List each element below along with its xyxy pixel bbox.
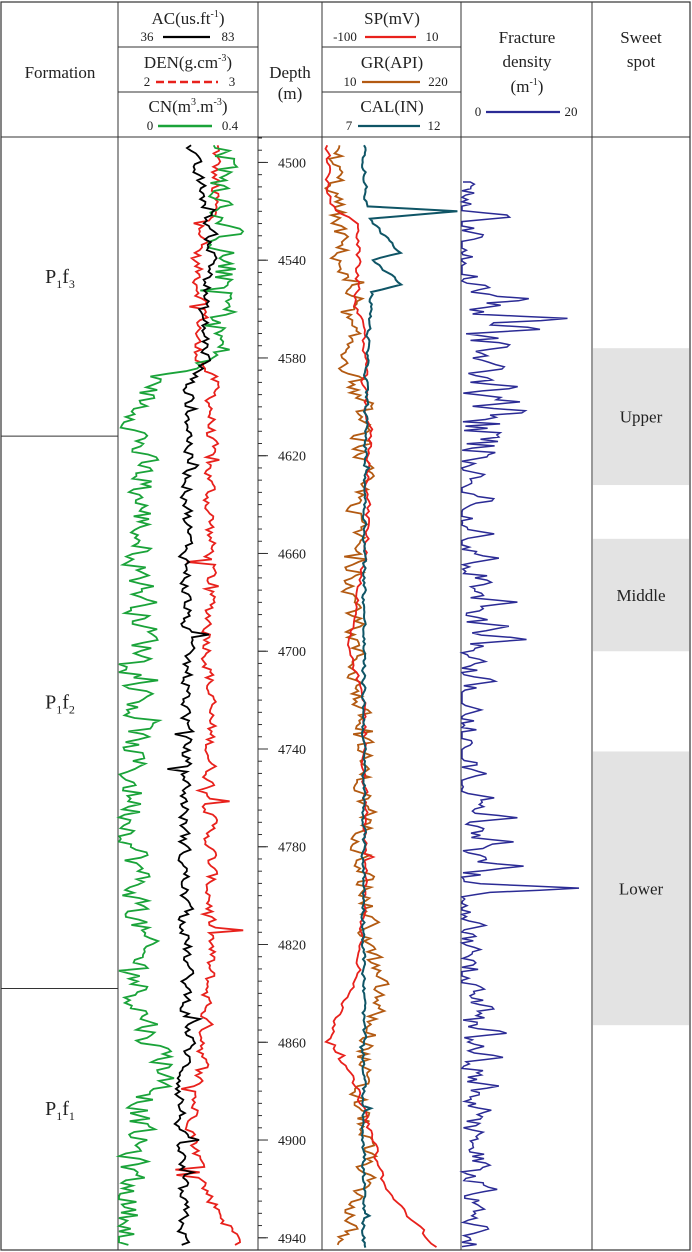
den-curve	[175, 145, 244, 1246]
cn-title: CN(m3.m-3)	[149, 97, 228, 116]
sweet-spot-label: Lower	[619, 879, 664, 898]
depth-tick-label: 4500	[278, 156, 306, 171]
depth-header: Depth	[269, 63, 311, 82]
cal-scale-min: 7	[346, 118, 353, 133]
depth-tick-label: 4740	[278, 743, 306, 758]
sweet-spot-zone	[593, 348, 689, 486]
cal-title: CAL(IN)	[360, 97, 423, 116]
den-scale-max: 3	[229, 74, 236, 89]
depth-unit: (m)	[278, 84, 303, 103]
cn-scale-max: 0.4	[222, 118, 239, 133]
sp-scale-min: -100	[333, 29, 357, 44]
formation-zones: P1f3 P1f2 P1f1	[1, 266, 118, 1123]
formation-label: P1f1	[45, 1098, 75, 1123]
sweet-spot-zone	[593, 751, 689, 1026]
fd-scale-max: 20	[565, 104, 578, 119]
formation-header: Formation	[25, 63, 96, 82]
porosity-log-track	[115, 144, 245, 1246]
gr-curve	[323, 145, 390, 1246]
depth-tick-label: 4860	[278, 1036, 306, 1051]
fracture-density-track	[459, 181, 580, 1248]
depth-axis: 4500 4540 4580 4620 4660 4700 4740 4780 4820 4860…	[258, 137, 306, 1251]
sweet-spot-zone	[593, 538, 689, 652]
depth-tick-label: 4580	[278, 352, 306, 367]
gr-scale-min: 10	[344, 74, 357, 89]
fracture-density-curve	[459, 181, 580, 1248]
cn-scale-min: 0	[147, 118, 154, 133]
den-title: DEN(g.cm-3)	[144, 53, 232, 72]
sp-title: SP(mV)	[364, 9, 420, 28]
sweet-spot-header-line2: spot	[627, 52, 656, 71]
formation-label: P1f2	[45, 691, 75, 716]
ac-scale-max: 83	[222, 29, 235, 44]
fracture-unit: (m-1)	[511, 77, 544, 96]
sweet-spot-zones: Upper Middle Lower	[593, 348, 689, 1026]
depth-tick-label: 4940	[278, 1232, 306, 1247]
sp-curve	[324, 144, 437, 1248]
sweet-spot-header-line1: Sweet	[620, 28, 662, 47]
sp-scale-max: 10	[426, 29, 439, 44]
ac-title: AC(us.ft-1)	[151, 9, 224, 28]
depth-tick-label: 4900	[278, 1134, 306, 1149]
fracture-title-line2: density	[502, 52, 552, 71]
gr-scale-max: 220	[428, 74, 448, 89]
depth-tick-label: 4540	[278, 254, 306, 269]
depth-tick-label: 4700	[278, 645, 306, 660]
cn-curve	[115, 144, 245, 1246]
lithology-log-track	[323, 144, 458, 1248]
depth-tick-label: 4820	[278, 939, 306, 954]
fracture-title-line1: Fracture	[499, 28, 556, 47]
sweet-spot-label: Middle	[616, 586, 665, 605]
depth-tick-label: 4780	[278, 841, 306, 856]
gr-title: GR(API)	[361, 53, 423, 72]
den-scale-min: 2	[144, 74, 151, 89]
fd-scale-min: 0	[475, 104, 482, 119]
sweet-spot-label: Upper	[620, 408, 663, 427]
depth-tick-label: 4660	[278, 547, 306, 562]
ac-curve	[167, 144, 220, 1246]
cal-scale-max: 12	[428, 118, 441, 133]
cal-curve	[358, 144, 458, 1248]
formation-label: P1f3	[45, 266, 75, 291]
ac-scale-min: 36	[141, 29, 155, 44]
depth-tick-label: 4620	[278, 450, 306, 465]
